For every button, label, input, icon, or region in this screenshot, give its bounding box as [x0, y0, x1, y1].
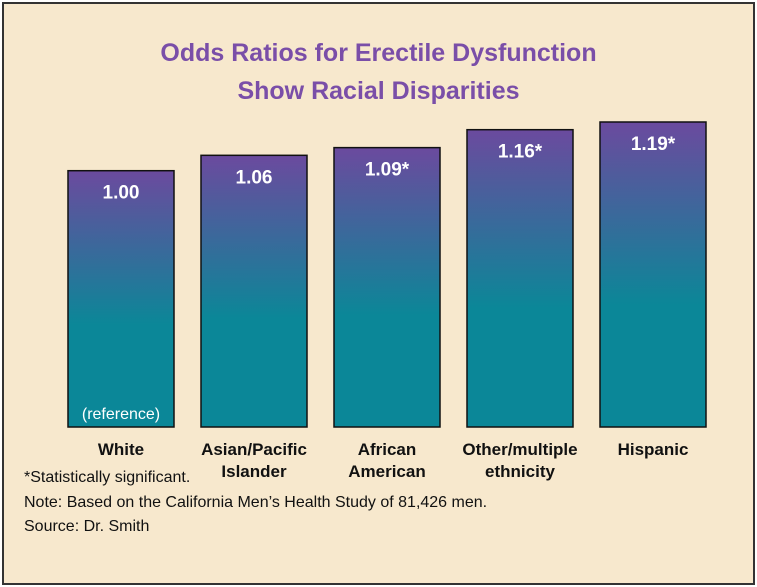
plot: 1.00 1.06 1.09* 1.16* 1.19* (reference)	[67, 121, 707, 428]
x-tick-label: Hispanic	[617, 440, 689, 459]
bar	[333, 146, 441, 428]
chart-title: Odds Ratios for Erectile Dysfunction Sho…	[160, 39, 597, 105]
bar	[599, 121, 707, 428]
value-label: 1.06	[236, 167, 273, 188]
annotation: (reference)	[82, 406, 160, 423]
bar	[67, 169, 175, 428]
footnote: *Statistically significant.	[24, 469, 191, 486]
value-label: 1.00	[103, 183, 140, 204]
x-tick-label: Other/multiple ethnicity	[462, 440, 578, 481]
value-label: 1.09*	[365, 160, 410, 181]
x-tick-label: White	[97, 440, 145, 459]
bar	[466, 128, 574, 428]
source: Source: Dr. Smith	[24, 518, 150, 535]
value-label: 1.16*	[498, 142, 543, 163]
bar	[200, 154, 308, 428]
note: Note: Based on the California Men’s Heal…	[24, 494, 488, 511]
x-tick-label: African American	[348, 440, 426, 481]
x-tick-label: Asian/Pacific Islander	[201, 440, 307, 481]
value-label: 1.19*	[631, 134, 676, 155]
